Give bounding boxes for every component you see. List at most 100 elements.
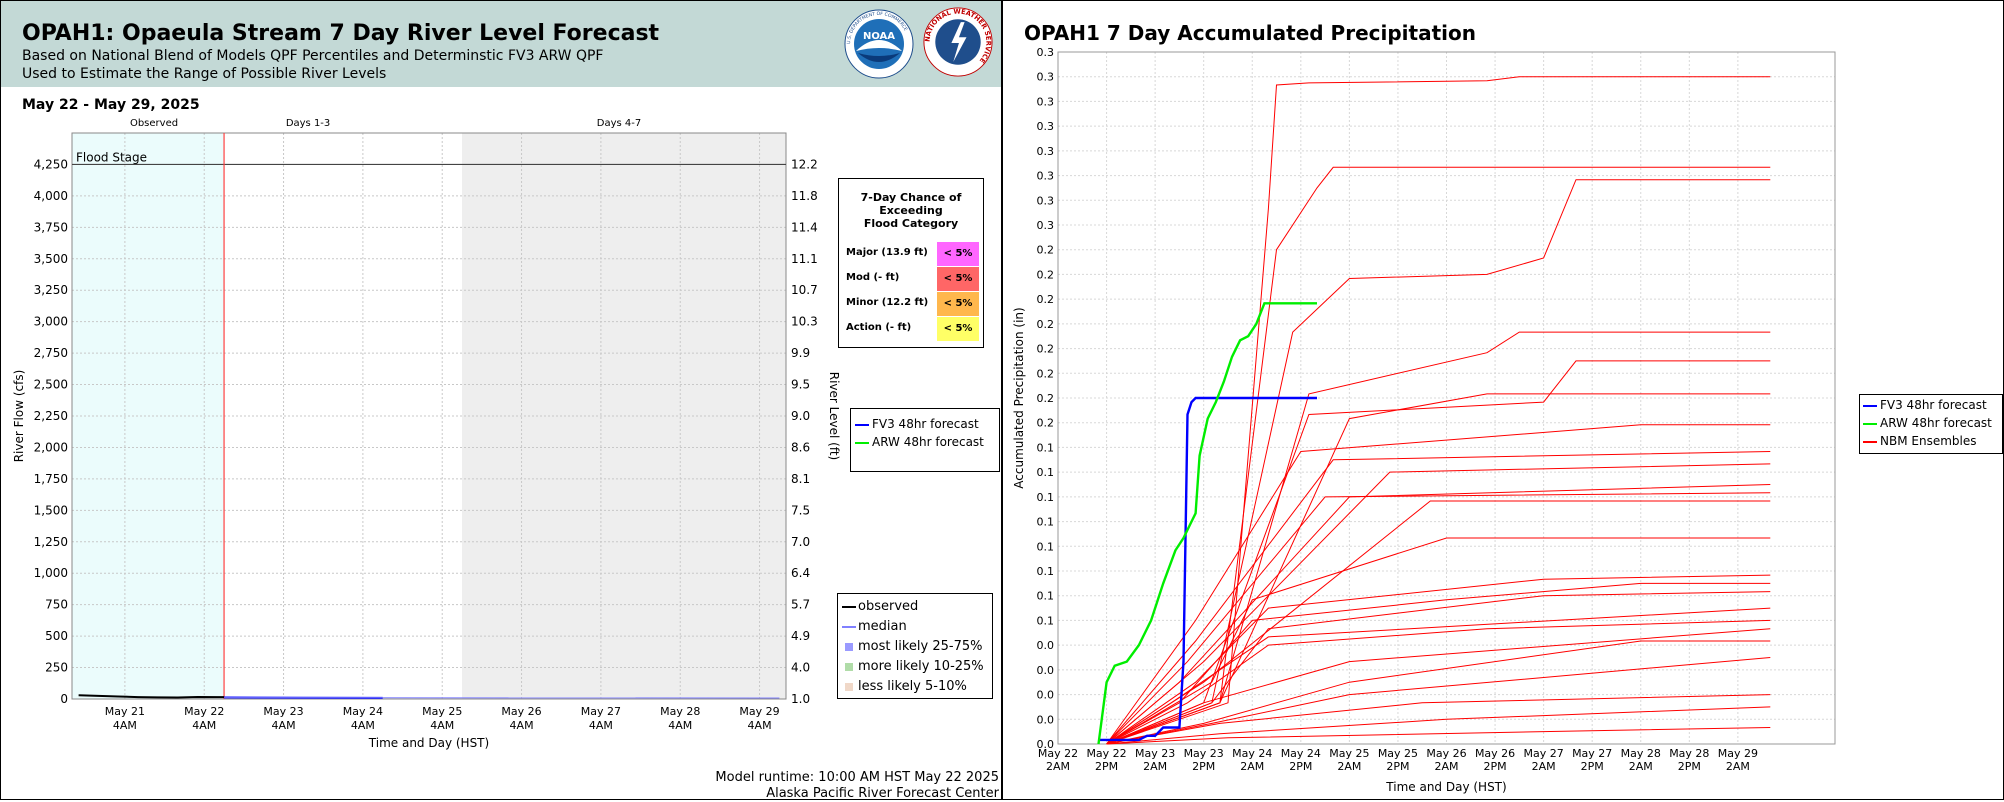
forecast-legend: FV3 48hr forecast ARW 48hr forecast bbox=[850, 408, 1000, 472]
series-nbm-ensemble-member bbox=[1106, 619, 1771, 745]
legend-label: FV3 48hr forecast bbox=[872, 417, 979, 431]
plot-border bbox=[71, 132, 787, 700]
flood-chance-title-line-3: Flood Category bbox=[863, 217, 959, 230]
x-tick-label: 2PM bbox=[1581, 760, 1604, 773]
series-nbm-ensemble-member bbox=[1106, 492, 1771, 745]
flood-stage-label: Flood Stage bbox=[76, 150, 147, 164]
legend-swatch bbox=[842, 605, 856, 608]
x-tick-label: 2PM bbox=[1192, 760, 1215, 773]
x-tick-label: May 24 bbox=[1281, 747, 1321, 760]
y2-tick-label: 8.6 bbox=[791, 440, 810, 454]
page-title: OPAH1: Opaeula Stream 7 Day River Level … bbox=[22, 21, 660, 46]
series-nbm-ensemble-member bbox=[1106, 640, 1771, 745]
series-nbm-ensemble-member bbox=[1106, 694, 1771, 745]
legend-item: FV3 48hr forecast bbox=[855, 417, 979, 433]
legend-swatch bbox=[1863, 440, 1877, 443]
series-nbm-ensemble-member bbox=[1106, 591, 1771, 745]
y2-tick-label: 7.0 bbox=[791, 535, 810, 549]
y-tick-label: 0.3 bbox=[1037, 194, 1055, 207]
river-forecast-panel: OPAH1: Opaeula Stream 7 Day River Level … bbox=[0, 0, 1002, 801]
y-tick-label: 0.2 bbox=[1037, 268, 1055, 281]
flood-chance-value: < 5% bbox=[937, 292, 979, 316]
legend-item: NBM Ensembles bbox=[1863, 434, 1976, 450]
flood-chance-table: 7-Day Chance of Exceeding Flood Category… bbox=[838, 178, 984, 348]
y-tick-label: 4,250 bbox=[34, 157, 68, 171]
legend-swatch bbox=[1863, 404, 1877, 407]
y-tick-label: 1,000 bbox=[34, 566, 68, 580]
precipitation-chart: 0.0 0.0 0.0 0.0 0.0 0.1 0.1 0.1 0.1 0.1 0.1 0.1 0.1 0… bbox=[1012, 46, 1836, 794]
series-nbm-ensemble-member bbox=[1106, 607, 1771, 745]
legend-item: more likely 10-25% bbox=[842, 659, 984, 677]
x-tick-label: May 23 bbox=[1184, 747, 1224, 760]
series-nbm-ensemble-member bbox=[1106, 574, 1771, 745]
y-tick-label: 0.1 bbox=[1037, 590, 1055, 603]
period-label: Observed bbox=[130, 118, 178, 129]
x-tick-label: May 27 bbox=[581, 705, 621, 718]
x-tick-label: 2AM bbox=[1532, 760, 1556, 773]
y-tick-label: 0.1 bbox=[1037, 466, 1055, 479]
y2-tick-label: 9.5 bbox=[791, 378, 810, 392]
legend-label: less likely 5-10% bbox=[858, 679, 967, 694]
x-tick-label: May 24 bbox=[1232, 747, 1272, 760]
flood-category-label: Mod (- ft) bbox=[846, 272, 900, 283]
y-tick-label: 0.1 bbox=[1037, 540, 1055, 553]
x-tick-label: 4AM bbox=[589, 719, 613, 732]
y-tick-label: 0.1 bbox=[1037, 516, 1055, 529]
series-nbm-ensemble-member bbox=[1106, 451, 1771, 745]
legend-label: more likely 10-25% bbox=[858, 659, 984, 674]
y-tick-label: 1,250 bbox=[34, 535, 68, 549]
precip-legend: FV3 48hr forecast ARW 48hr forecast NBM En… bbox=[1859, 394, 2003, 454]
y-tick-label: 0.3 bbox=[1037, 95, 1055, 108]
x-tick-label: 4AM bbox=[192, 719, 216, 732]
period-label: Days 4-7 bbox=[597, 118, 641, 129]
x-tick-label: May 22 bbox=[1086, 747, 1126, 760]
x-tick-label: May 24 bbox=[343, 705, 383, 718]
legend-swatch bbox=[842, 625, 856, 628]
x-tick-label: May 21 bbox=[105, 705, 145, 718]
y-axis-label: River Flow (cfs) bbox=[12, 370, 26, 463]
flood-category-label: Action (- ft) bbox=[846, 322, 912, 333]
x-tick-label: May 22 bbox=[1038, 747, 1078, 760]
y-tick-label: 2,250 bbox=[34, 409, 68, 423]
flood-category-label: Major (13.9 ft) bbox=[846, 247, 928, 258]
x-tick-label: 2AM bbox=[1434, 760, 1458, 773]
x-axis-label: Time and Day (HST) bbox=[1385, 780, 1506, 794]
y2-tick-label: 11.4 bbox=[791, 220, 818, 234]
y-tick-label: 0.3 bbox=[1037, 71, 1055, 84]
x-tick-label: 2AM bbox=[1240, 760, 1264, 773]
legend-item: observed bbox=[842, 599, 918, 617]
y-tick-label: 0.2 bbox=[1037, 343, 1055, 356]
x-tick-label: May 25 bbox=[1378, 747, 1418, 760]
y-tick-label: 500 bbox=[45, 629, 68, 643]
series-nbm-ensemble-member bbox=[1106, 76, 1771, 745]
x-tick-label: 2PM bbox=[1484, 760, 1507, 773]
y2-axis-label: River Level (ft) bbox=[827, 372, 841, 460]
y2-tick-label: 1.0 bbox=[791, 692, 810, 706]
legend-label: ARW 48hr forecast bbox=[872, 435, 984, 449]
x-axis-label: Time and Day (HST) bbox=[368, 736, 489, 750]
model-runtime: Model runtime: 10:00 AM HST May 22 2025 bbox=[715, 770, 999, 785]
y-tick-label: 0.2 bbox=[1037, 417, 1055, 430]
precipitation-panel: OPAH1 7 Day Accumulated Precipitation 0.… bbox=[1002, 0, 2004, 800]
y-tick-label: 3,500 bbox=[34, 252, 68, 266]
y-tick-label: 750 bbox=[45, 598, 68, 612]
y-tick-label: 0.1 bbox=[1037, 491, 1055, 504]
flood-chance-row: Major (13.9 ft) < 5% bbox=[839, 242, 983, 266]
legend-label: observed bbox=[858, 599, 919, 614]
x-tick-label: 2AM bbox=[1337, 760, 1361, 773]
y2-tick-label: 7.5 bbox=[791, 503, 810, 517]
y2-tick-label: 5.7 bbox=[791, 598, 810, 612]
x-tick-label: 4AM bbox=[272, 719, 296, 732]
y-tick-label: 0.0 bbox=[1037, 664, 1055, 677]
period-label: Days 1-3 bbox=[286, 118, 330, 129]
x-tick-label: May 23 bbox=[1135, 747, 1175, 760]
x-tick-label: 4AM bbox=[748, 719, 772, 732]
y-tick-label: 0.2 bbox=[1037, 293, 1055, 306]
y-tick-label: 2,750 bbox=[34, 346, 68, 360]
x-tick-label: May 27 bbox=[1524, 747, 1564, 760]
x-tick-label: May 26 bbox=[501, 705, 541, 718]
y-tick-label: 1,500 bbox=[34, 503, 68, 517]
legend-swatch bbox=[845, 642, 853, 651]
series-arw bbox=[1097, 302, 1317, 745]
y2-tick-label: 11.1 bbox=[791, 252, 818, 266]
